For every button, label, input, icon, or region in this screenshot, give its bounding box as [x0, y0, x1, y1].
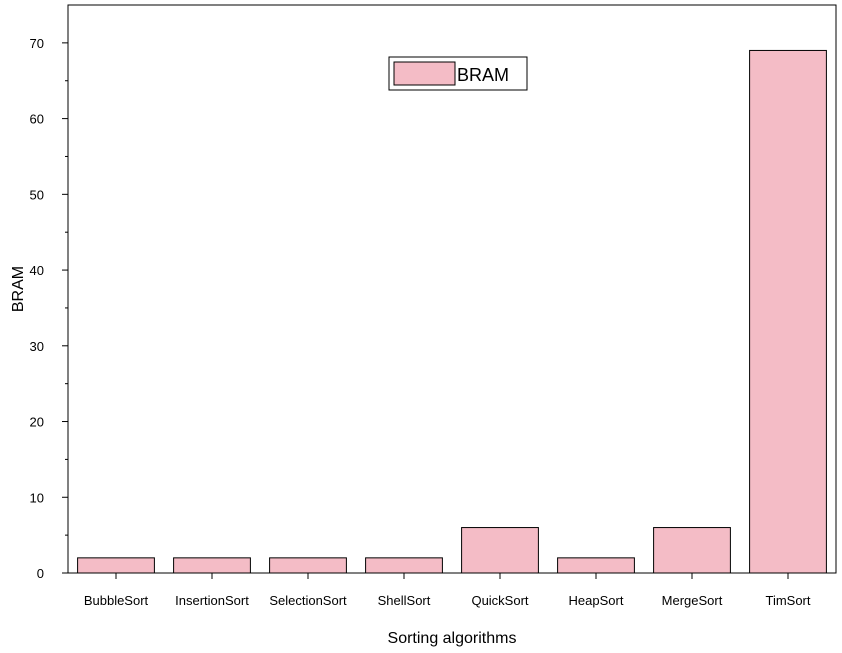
bar-shellsort: [365, 557, 443, 574]
y-tick-label: 10: [30, 490, 44, 505]
legend-label: BRAM: [457, 65, 509, 85]
y-tick-label: 50: [30, 187, 44, 202]
x-tick-label: InsertionSort: [175, 593, 249, 608]
y-tick-label: 30: [30, 339, 44, 354]
y-tick-label: 0: [37, 566, 44, 581]
bar-heapsort: [557, 557, 635, 574]
y-tick-label: 70: [30, 36, 44, 51]
bar-quicksort: [461, 527, 539, 574]
legend-swatch: [393, 61, 456, 86]
x-tick-label: ShellSort: [378, 593, 431, 608]
x-tick-label: BubbleSort: [84, 593, 149, 608]
x-axis-title: Sorting algorithms: [388, 630, 517, 647]
y-tick-label: 60: [30, 112, 44, 127]
x-tick-label: MergeSort: [662, 593, 723, 608]
x-axis: BubbleSort InsertionSort SelectionSort Shel…: [84, 573, 811, 608]
y-axis: 0 10 20 30 40 50 60 70: [30, 36, 68, 581]
plot-frame: [67, 4, 837, 574]
legend: BRAM: [388, 56, 528, 91]
y-tick-label: 20: [30, 415, 44, 430]
x-tick-label: SelectionSort: [269, 593, 347, 608]
bar-timsort: [749, 49, 827, 574]
bar-bubblesort: [77, 557, 155, 574]
bar-mergesort: [653, 527, 731, 574]
bar-selectionsort: [269, 557, 347, 574]
x-tick-label: TimSort: [765, 593, 810, 608]
y-tick-label: 40: [30, 263, 44, 278]
x-tick-label: QuickSort: [471, 593, 528, 608]
bars: [77, 49, 827, 574]
y-axis-title: BRAM: [10, 266, 27, 312]
bar-insertionsort: [173, 557, 251, 574]
x-tick-label: HeapSort: [569, 593, 624, 608]
